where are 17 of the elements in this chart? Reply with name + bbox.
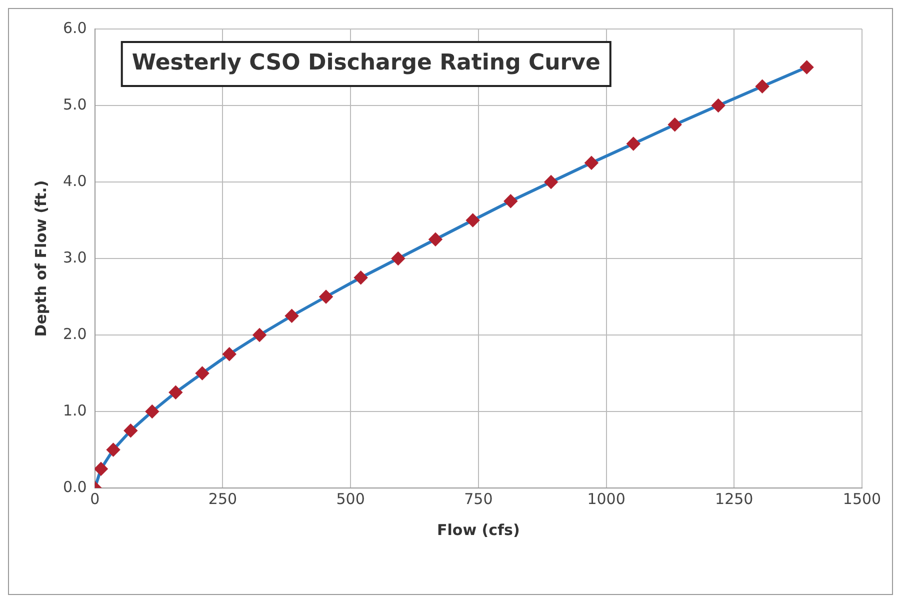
x-tick-label: 500 [336,490,365,508]
x-tick-label: 750 [464,490,493,508]
x-tick-label: 250 [208,490,238,508]
y-axis-title: Depth of Flow (ft.) [32,180,50,337]
y-tick-label: 1.0 [62,401,87,420]
x-tick-label: 1250 [715,490,754,508]
y-tick-label: 5.0 [62,95,87,114]
x-tick-label: 1000 [587,490,626,508]
x-axis-title: Flow (cfs) [437,520,520,539]
y-tick-label: 3.0 [62,248,87,266]
y-tick-label: 0.0 [62,478,87,496]
y-tick-label: 6.0 [62,18,87,37]
x-tick-label: 1500 [842,490,882,508]
x-tick-label: 0 [90,490,100,508]
y-tick-label: 4.0 [62,172,87,190]
text: Westerly CSO Discharge Rating Curve [132,50,600,76]
y-tick-label: 2.0 [62,324,87,343]
